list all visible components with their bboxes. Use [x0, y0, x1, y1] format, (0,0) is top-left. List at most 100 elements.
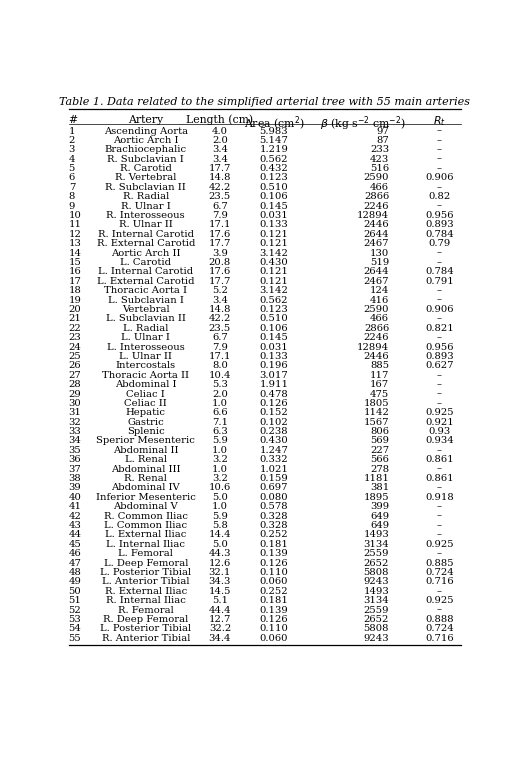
- Text: 32: 32: [69, 418, 81, 427]
- Text: 28: 28: [69, 380, 81, 389]
- Text: R. Internal Carotid: R. Internal Carotid: [98, 230, 194, 239]
- Text: 0.562: 0.562: [260, 154, 288, 164]
- Text: 45: 45: [69, 540, 82, 549]
- Text: 10.4: 10.4: [209, 371, 231, 380]
- Text: 1493: 1493: [363, 530, 389, 540]
- Text: 17.1: 17.1: [209, 352, 231, 361]
- Text: 0.123: 0.123: [260, 174, 288, 182]
- Text: 5808: 5808: [363, 625, 389, 633]
- Text: –: –: [437, 605, 442, 615]
- Text: R. External Carotid: R. External Carotid: [97, 239, 195, 249]
- Text: 33: 33: [69, 427, 81, 436]
- Text: 2866: 2866: [364, 192, 389, 201]
- Text: –: –: [437, 446, 442, 455]
- Text: 0.252: 0.252: [260, 587, 288, 596]
- Text: 18: 18: [69, 286, 82, 295]
- Text: 3.017: 3.017: [260, 371, 288, 380]
- Text: 0.925: 0.925: [425, 408, 453, 418]
- Text: 44.4: 44.4: [208, 605, 231, 615]
- Text: 0.724: 0.724: [425, 625, 453, 633]
- Text: Intercostals: Intercostals: [116, 361, 176, 371]
- Text: 0.145: 0.145: [260, 334, 288, 342]
- Text: 649: 649: [370, 521, 389, 530]
- Text: 0.79: 0.79: [428, 239, 450, 249]
- Text: Table 1. Data related to the simplified arterial tree with 55 main arteries: Table 1. Data related to the simplified …: [59, 96, 470, 107]
- Text: 22: 22: [69, 323, 81, 333]
- Text: –: –: [437, 587, 442, 596]
- Text: 117: 117: [370, 371, 389, 380]
- Text: Splenic: Splenic: [127, 427, 164, 436]
- Text: 2644: 2644: [363, 230, 389, 239]
- Text: 43: 43: [69, 521, 82, 530]
- Text: 12894: 12894: [357, 211, 389, 220]
- Text: 14.5: 14.5: [209, 587, 231, 596]
- Text: 0.510: 0.510: [260, 183, 288, 192]
- Text: 0.102: 0.102: [260, 418, 288, 427]
- Text: L. Posterior Tibial: L. Posterior Tibial: [100, 625, 191, 633]
- Text: 1.247: 1.247: [260, 446, 288, 455]
- Text: 1.219: 1.219: [260, 145, 288, 154]
- Text: R. Subclavian II: R. Subclavian II: [105, 183, 186, 192]
- Text: 5.0: 5.0: [212, 493, 228, 502]
- Text: Area (cm$^2$): Area (cm$^2$): [244, 114, 305, 133]
- Text: 399: 399: [370, 503, 389, 511]
- Text: R. Common Iliac: R. Common Iliac: [104, 512, 188, 520]
- Text: 5.8: 5.8: [212, 521, 228, 530]
- Text: –: –: [437, 127, 442, 136]
- Text: 0.106: 0.106: [260, 323, 288, 333]
- Text: 5.0: 5.0: [212, 540, 228, 549]
- Text: 0.724: 0.724: [425, 568, 453, 577]
- Text: 14.8: 14.8: [209, 305, 231, 314]
- Text: 38: 38: [69, 474, 81, 483]
- Text: 0.126: 0.126: [260, 559, 288, 567]
- Text: L. Common Iliac: L. Common Iliac: [104, 521, 187, 530]
- Text: R. Renal: R. Renal: [124, 474, 167, 483]
- Text: $\beta$ (kg s$^{-2}$ cm$^{-2}$): $\beta$ (kg s$^{-2}$ cm$^{-2}$): [320, 114, 406, 134]
- Text: –: –: [437, 399, 442, 408]
- Text: R. Anterior Tibial: R. Anterior Tibial: [101, 634, 190, 643]
- Text: 2590: 2590: [363, 305, 389, 314]
- Text: 2467: 2467: [363, 277, 389, 286]
- Text: 2.0: 2.0: [212, 390, 228, 398]
- Text: R. Ulnar I: R. Ulnar I: [121, 201, 171, 211]
- Text: 14.8: 14.8: [209, 174, 231, 182]
- Text: 0.121: 0.121: [260, 239, 288, 249]
- Text: 3.4: 3.4: [212, 154, 228, 164]
- Text: $R_t$: $R_t$: [433, 114, 446, 128]
- Text: 0.145: 0.145: [260, 201, 288, 211]
- Text: 12.6: 12.6: [209, 559, 231, 567]
- Text: –: –: [437, 503, 442, 511]
- Text: –: –: [437, 390, 442, 398]
- Text: L. Internal Carotid: L. Internal Carotid: [98, 267, 193, 276]
- Text: R. Internal Iliac: R. Internal Iliac: [106, 596, 186, 605]
- Text: Length (cm): Length (cm): [186, 114, 253, 125]
- Text: 11: 11: [69, 221, 82, 229]
- Text: 0.861: 0.861: [425, 455, 453, 464]
- Text: 8: 8: [69, 192, 75, 201]
- Text: 0.934: 0.934: [425, 436, 453, 445]
- Text: L. Carotid: L. Carotid: [120, 258, 171, 267]
- Text: 34: 34: [69, 436, 82, 445]
- Text: Gastric: Gastric: [127, 418, 164, 427]
- Text: 21: 21: [69, 314, 82, 323]
- Text: 26: 26: [69, 361, 81, 371]
- Text: 35: 35: [69, 446, 81, 455]
- Text: R. Femoral: R. Femoral: [118, 605, 174, 615]
- Text: Sperior Mesenteric: Sperior Mesenteric: [96, 436, 195, 445]
- Text: 14: 14: [69, 249, 82, 258]
- Text: 7.9: 7.9: [212, 211, 228, 220]
- Text: 17: 17: [69, 277, 82, 286]
- Text: Celiac I: Celiac I: [126, 390, 165, 398]
- Text: Thoracic Aorta I: Thoracic Aorta I: [104, 286, 187, 295]
- Text: Abdominal I: Abdominal I: [115, 380, 176, 389]
- Text: Abdominal II: Abdominal II: [113, 446, 178, 455]
- Text: 466: 466: [370, 314, 389, 323]
- Text: 2652: 2652: [364, 559, 389, 567]
- Text: 2246: 2246: [363, 334, 389, 342]
- Text: 10.6: 10.6: [209, 483, 231, 493]
- Text: –: –: [437, 183, 442, 192]
- Text: 34.4: 34.4: [209, 634, 231, 643]
- Text: 0.159: 0.159: [260, 474, 288, 483]
- Text: 0.697: 0.697: [260, 483, 288, 493]
- Text: –: –: [437, 483, 442, 493]
